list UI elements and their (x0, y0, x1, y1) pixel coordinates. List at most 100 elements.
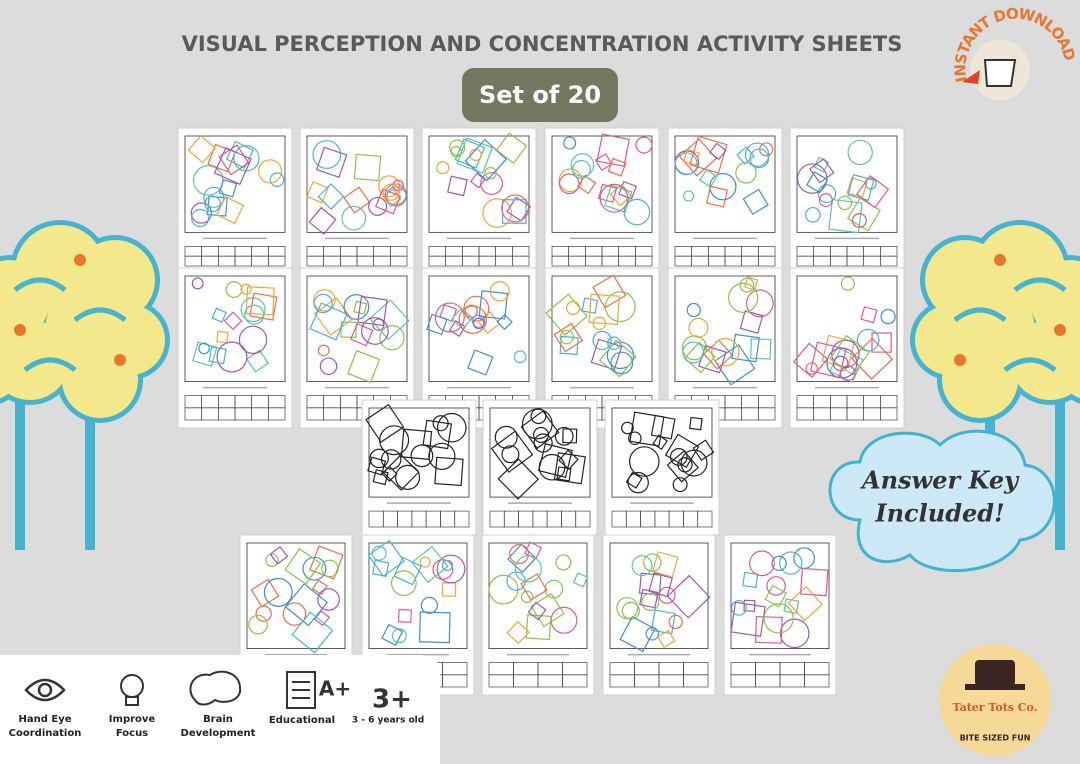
sheet-answer-cell (697, 510, 713, 528)
sheet-picture-frame (184, 275, 286, 382)
brain-lobe (0, 341, 20, 399)
sheet-doodle (658, 586, 676, 604)
sheet-picture-frame (796, 275, 898, 382)
sheet-doodle (598, 339, 637, 378)
sheet-doodle (449, 139, 466, 156)
sheet-doodle (527, 601, 547, 621)
sheet-doodle (669, 448, 688, 466)
sheet-doodle (749, 148, 770, 169)
sheet-doodle (319, 357, 338, 376)
sheet-doodle (711, 338, 740, 367)
sheet-picture-frame (796, 135, 898, 233)
sheet-doodle (628, 446, 660, 477)
sheet-doodle (730, 601, 766, 638)
sheet-doodle (846, 177, 868, 199)
sheet-doodle (840, 276, 855, 291)
sheet-doodle (357, 295, 388, 327)
sheet-doodle (497, 458, 540, 500)
sheet-doodle (538, 453, 566, 481)
sheet-picture-frame (489, 407, 591, 498)
sheet-doodle (265, 553, 279, 567)
sheet-doodle (742, 188, 769, 215)
sheet-doodle (381, 623, 404, 647)
sheet-doodle (692, 439, 715, 462)
sheet-doodle (837, 195, 853, 211)
sheet-doodle (472, 317, 485, 330)
sheet-doodle (340, 321, 358, 339)
brain-icon (74, 254, 86, 266)
sheet-doodle (456, 137, 494, 174)
sheet-doodle (683, 148, 701, 166)
sheet-doodle (464, 138, 508, 182)
sheet-doodle (621, 421, 634, 435)
logo-tagline: BITE SIZED FUN (960, 734, 1031, 743)
sheet-doodle (619, 615, 656, 653)
sheet-doodle (750, 338, 772, 360)
sheet-doodle (577, 174, 597, 195)
sheet-doodle (530, 408, 547, 425)
sheet-doodle (269, 545, 289, 565)
brain-icon (114, 354, 126, 366)
sheet-doodle (678, 138, 718, 177)
feature-label: 3 - 6 years old (352, 716, 424, 726)
sheet-answer-cell (634, 255, 653, 267)
sheet-doodle (764, 584, 788, 608)
sheet-doodle (735, 162, 757, 184)
sheet-doodle (639, 588, 659, 609)
sheet-doodle (392, 179, 404, 192)
sheet-doodle (544, 579, 564, 599)
sheet-doodle (374, 188, 402, 215)
logo-hat (975, 660, 1015, 686)
callout-line: Answer Key (860, 466, 1020, 495)
subtitle: Set of 20 (479, 81, 601, 109)
logo-disc (939, 644, 1051, 756)
sheet-answer-cell (575, 510, 591, 528)
sheet-doodle (514, 555, 542, 583)
sheet-doodle (506, 620, 530, 645)
feature-label: Brain (203, 714, 233, 725)
sheet-doodle (698, 168, 718, 188)
sheet-doodle (321, 559, 339, 578)
sheet-doodle (204, 195, 221, 213)
sheet-doodle (367, 539, 405, 577)
sheet-doodle (592, 274, 627, 309)
sheet-doodle (411, 545, 449, 584)
brain-illustrations (0, 220, 1080, 550)
feature-panel (0, 655, 440, 764)
sheet-doodle (347, 349, 381, 384)
sheet-doodle (818, 193, 833, 208)
sheet-previews (177, 127, 905, 696)
sheet-doodle (213, 146, 252, 186)
sheet-doodle (240, 283, 252, 295)
sheet-doodle (379, 425, 410, 456)
sheet-doodle (469, 172, 486, 189)
sheet-doodle (616, 596, 639, 620)
logo-brim (965, 684, 1025, 690)
sheet-doodle (728, 282, 759, 313)
sheet-doodle (683, 190, 695, 202)
sheet-doodle (656, 629, 676, 649)
sheet-doodle (400, 428, 433, 460)
envelope (983, 59, 1017, 87)
features: A+ 3+ Hand Eye Coordination Improve Focus Br… (9, 670, 424, 739)
sheet-doodle (520, 590, 534, 604)
sheet-doodle (495, 132, 528, 164)
brain-lobe (1060, 341, 1080, 399)
brain-icon (189, 670, 242, 706)
sheet-doodle (284, 582, 329, 627)
sheet-doodle (302, 556, 327, 581)
sheet-answer-cell (454, 510, 470, 528)
sheet-doodle (509, 544, 530, 564)
sheet-doodle (688, 317, 709, 338)
sheet-doodle (604, 291, 636, 323)
sheet-doodle (559, 329, 575, 345)
sheet-doodle (623, 198, 651, 226)
sheet-doodle (588, 293, 620, 325)
sheet-doodle (880, 308, 896, 325)
eye-icon (24, 678, 66, 702)
sheet-doodle (706, 185, 729, 208)
document-icon (286, 671, 316, 709)
sheet-doodle (545, 293, 588, 336)
sheet-doodle (391, 628, 407, 644)
sheet-doodle (607, 157, 627, 177)
